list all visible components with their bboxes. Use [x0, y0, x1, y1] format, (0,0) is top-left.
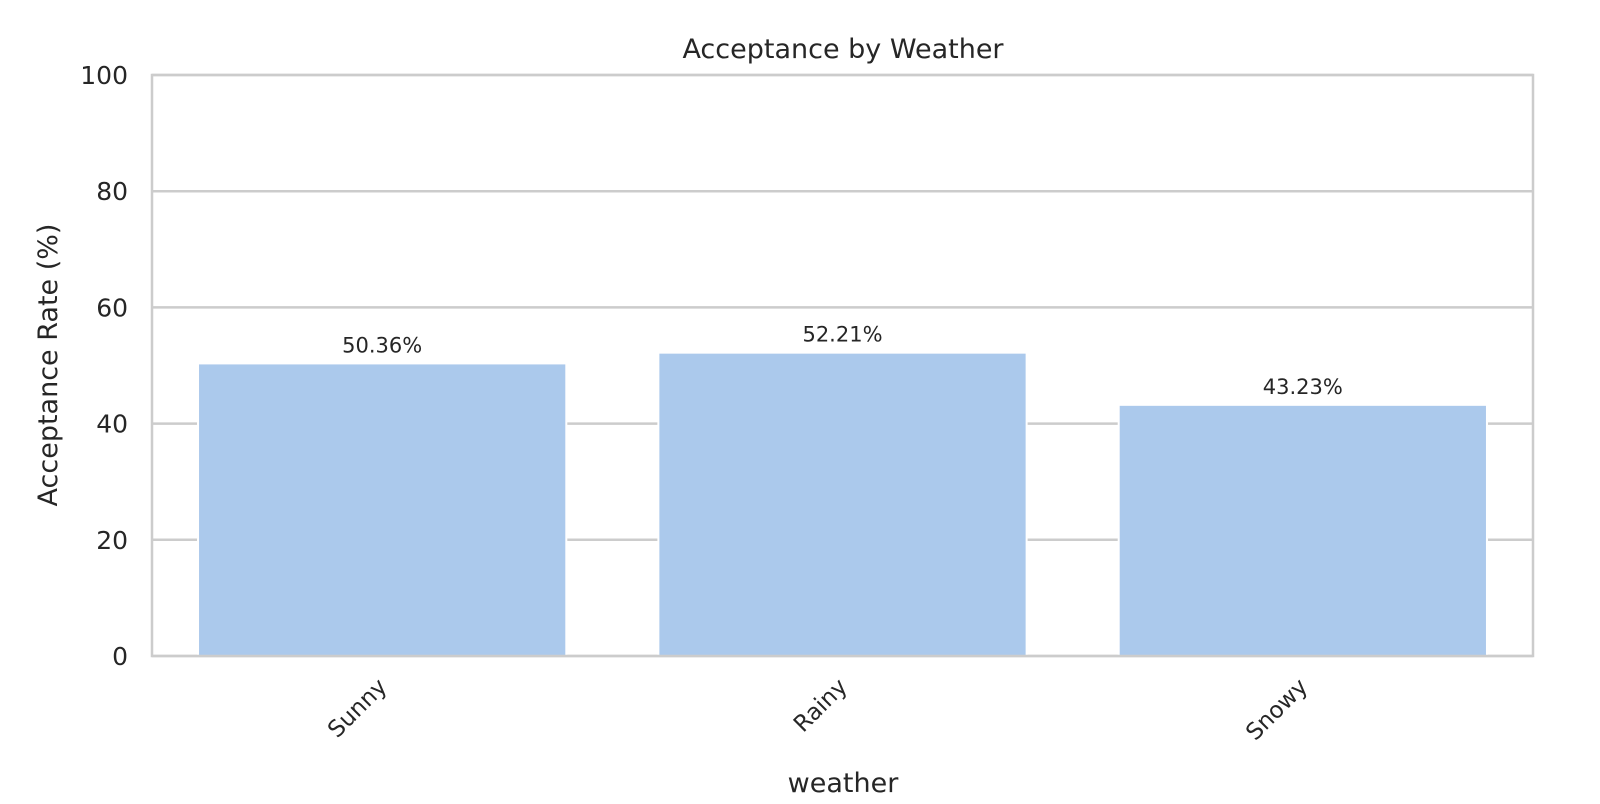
bar-snowy	[1117, 403, 1488, 658]
x-tick-label: Snowy	[1241, 674, 1313, 746]
x-ticks: Sunny Rainy Snowy	[323, 674, 1313, 746]
bar-value-label: 43.23%	[1263, 375, 1343, 399]
y-axis-label: Acceptance Rate (%)	[33, 224, 64, 507]
y-tick-label: 100	[80, 61, 128, 90]
y-ticks: 0 20 40 60 80 100	[80, 61, 128, 671]
y-tick-label: 0	[112, 642, 128, 671]
bar-value-label: 52.21%	[802, 323, 882, 347]
x-tick-label: Sunny	[323, 674, 392, 743]
bar-value-label: 50.36%	[342, 333, 422, 357]
data-labels: 50.36% 52.21% 43.23%	[342, 323, 1343, 399]
x-axis-label: weather	[788, 768, 900, 799]
bar-sunny	[197, 362, 568, 657]
y-tick-label: 20	[96, 526, 128, 555]
x-tick-label: Rainy	[789, 674, 853, 738]
plot-frame	[150, 73, 1535, 658]
y-tick-label: 80	[96, 177, 128, 206]
chart-title: Acceptance by Weather	[682, 34, 1004, 65]
bar-rainy	[657, 351, 1028, 657]
bars	[197, 351, 1488, 658]
y-tick-label: 60	[96, 293, 128, 322]
y-tick-label: 40	[96, 410, 128, 439]
plot-border	[150, 73, 1535, 658]
